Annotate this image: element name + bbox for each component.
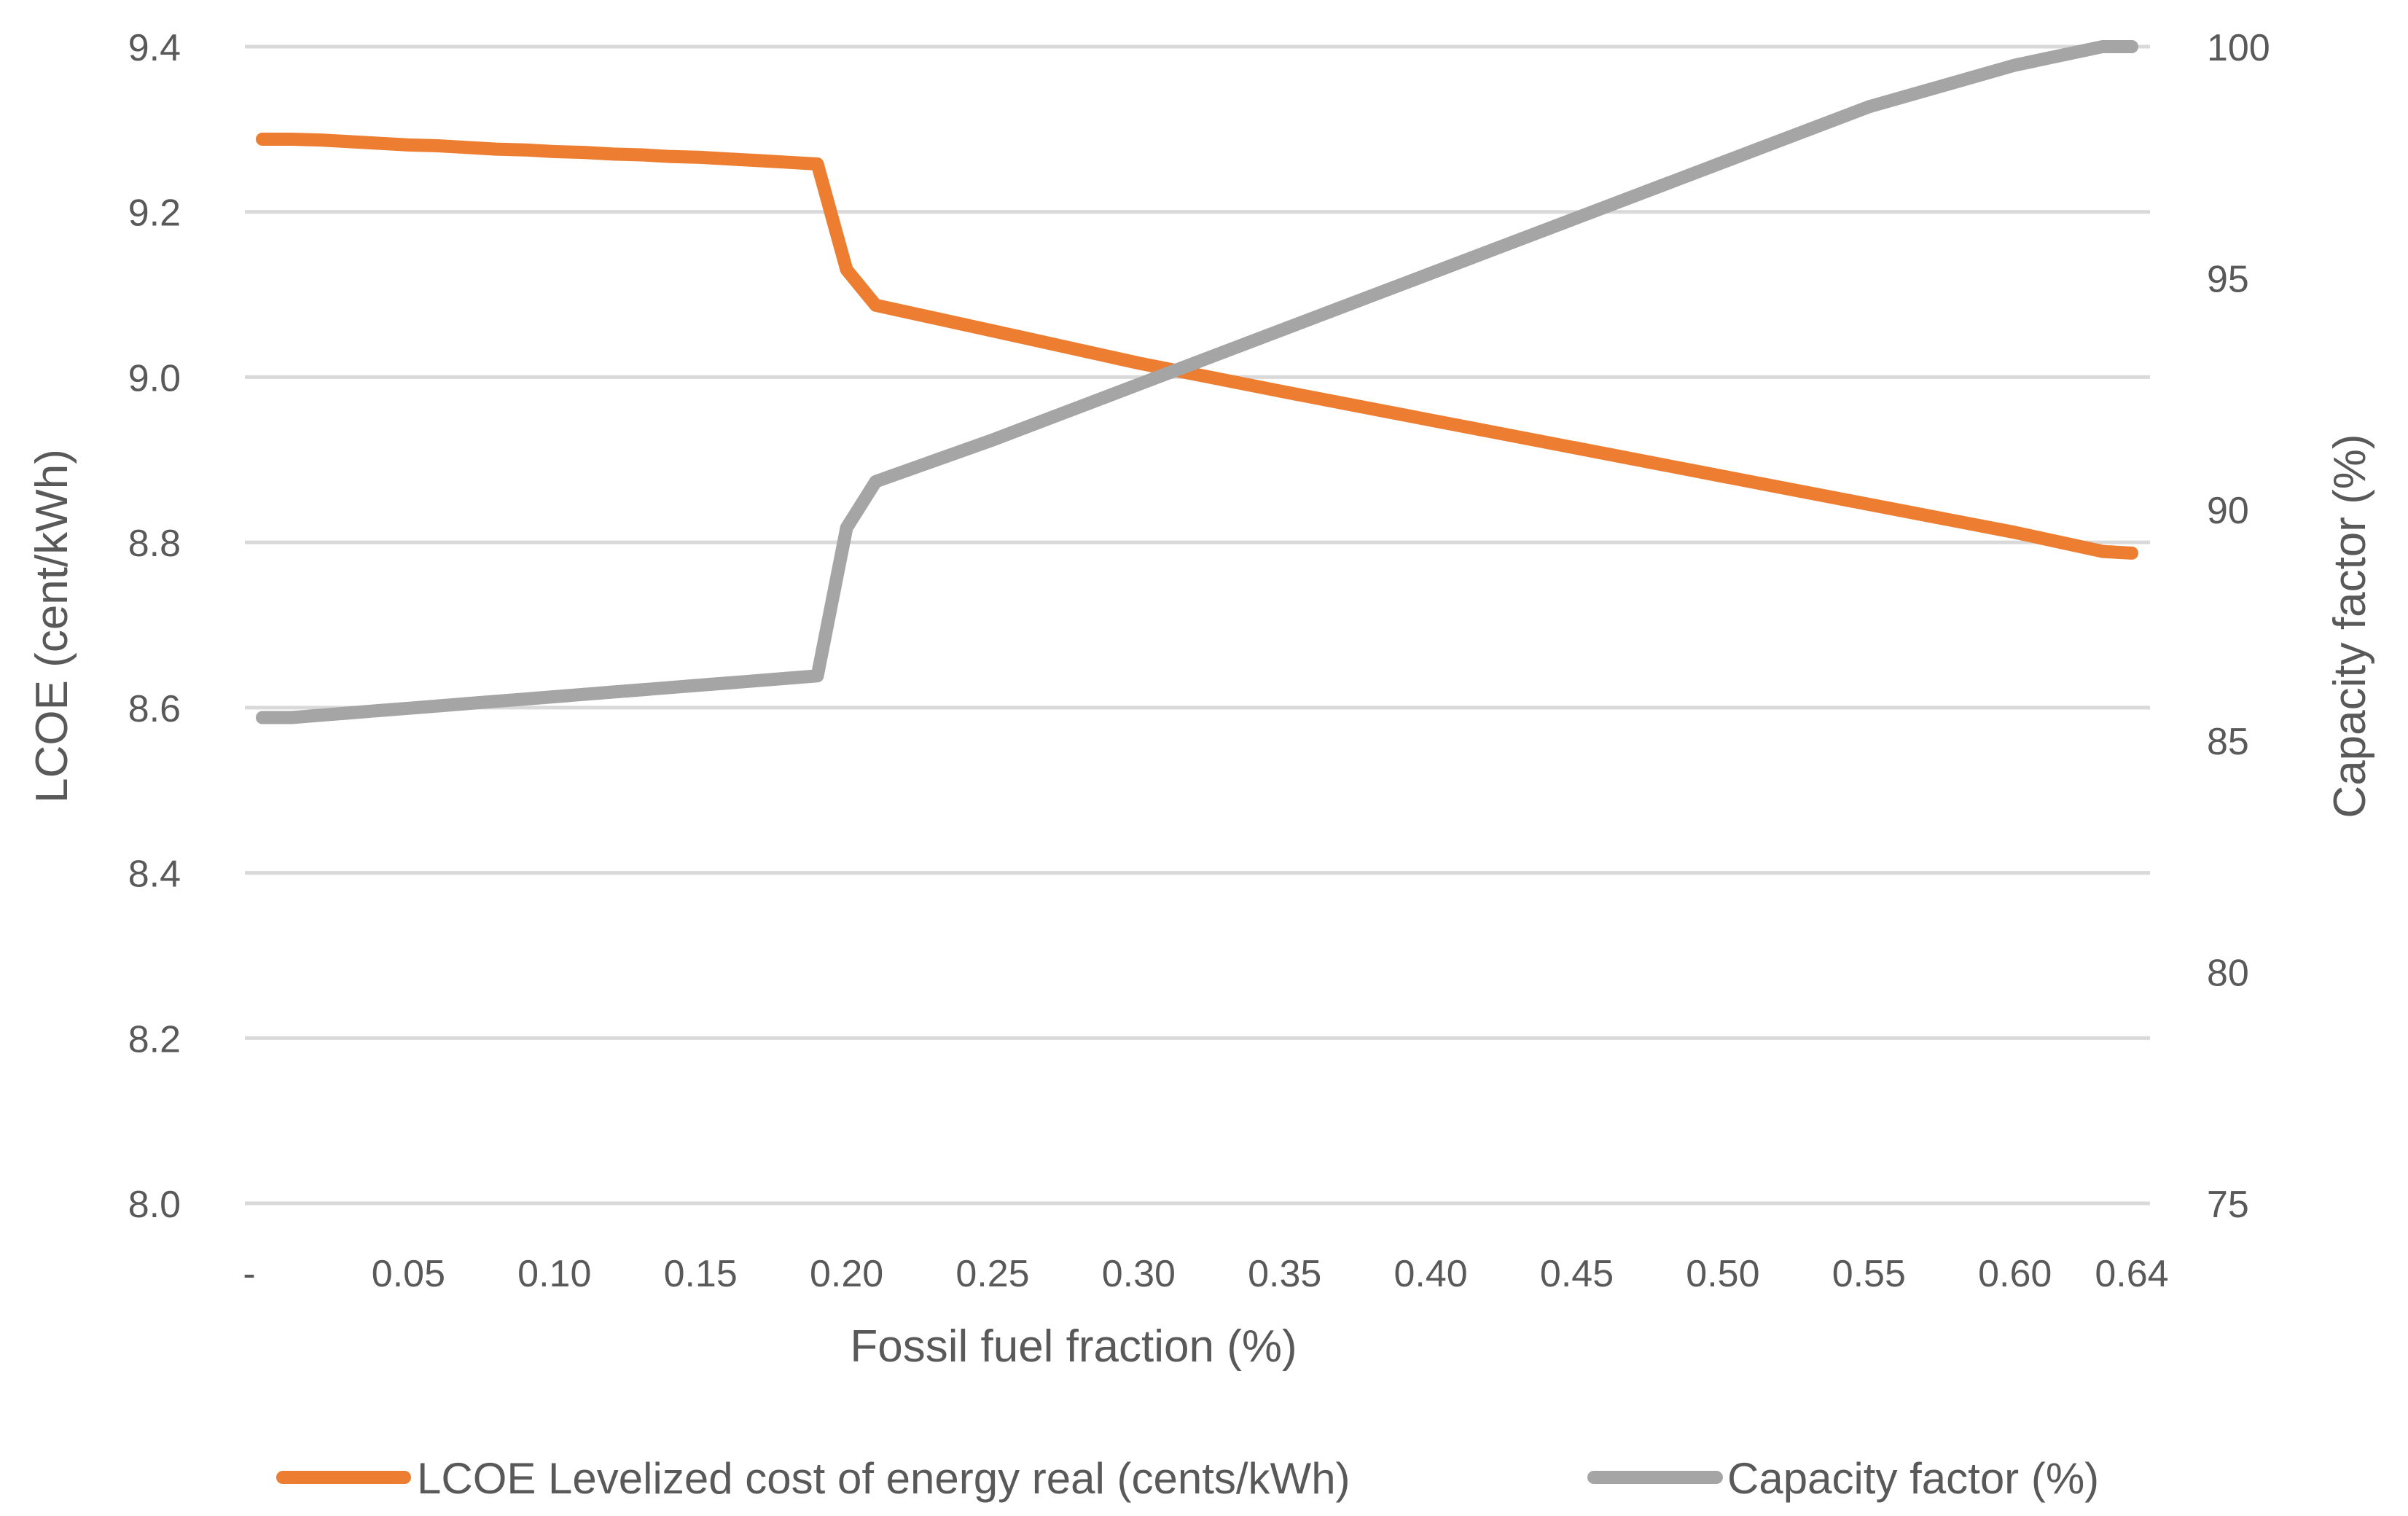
- x-tick-label: 0.45: [1540, 1253, 1614, 1295]
- legend-label-lcoe: LCOE Levelized cost of energy real (cent…: [417, 1454, 1350, 1503]
- y-tick-label: 8.8: [128, 523, 181, 565]
- x-tick-label: 0.25: [955, 1253, 1029, 1295]
- y2-tick-label: 85: [2207, 721, 2249, 763]
- y2-tick-label: 100: [2207, 27, 2270, 69]
- y-tick-label: 9.0: [128, 357, 181, 399]
- x-tick-label: 0.55: [1832, 1253, 1906, 1295]
- y2-tick-label: 75: [2207, 1184, 2249, 1226]
- y-tick-label: 8.4: [128, 853, 181, 896]
- x-tick-label: 0.10: [517, 1253, 591, 1295]
- x-tick-label: 0.50: [1686, 1253, 1759, 1295]
- series-line-capacity-factor: [256, 40, 2138, 724]
- y-axis-right-ticks: 75 80 85 90 95 100: [2207, 27, 2270, 1226]
- y-axis-right-title: Capacity factor (%): [2325, 434, 2375, 818]
- y-tick-label: 9.2: [128, 192, 181, 235]
- x-tick-label: 0.60: [1978, 1253, 2052, 1295]
- x-tick-label: 0.20: [810, 1253, 883, 1295]
- series-line-lcoe: [256, 133, 2138, 560]
- y-axis-left-title: LCOE (cent/kWh): [27, 449, 77, 803]
- legend: LCOE Levelized cost of energy real (cent…: [276, 1454, 2099, 1503]
- x-tick-label: 0.30: [1102, 1253, 1176, 1295]
- series-lines: [256, 40, 2138, 724]
- legend-label-capacity-factor: Capacity factor (%): [1727, 1454, 2099, 1503]
- y-axis-left-ticks: 8.0 8.2 8.4 8.6 8.8 9.0 9.2 9.4: [128, 27, 181, 1226]
- y2-tick-label: 80: [2207, 953, 2249, 995]
- y-tick-label: 8.0: [128, 1184, 181, 1226]
- x-tick-label: -: [243, 1253, 255, 1295]
- x-tick-label: 0.05: [372, 1253, 445, 1295]
- y2-tick-label: 95: [2207, 258, 2249, 300]
- x-tick-label: 0.64: [2095, 1253, 2168, 1295]
- y2-tick-label: 90: [2207, 490, 2249, 532]
- x-tick-label: 0.40: [1394, 1253, 1468, 1295]
- y-tick-label: 8.2: [128, 1018, 181, 1060]
- x-axis-title: Fossil fuel fraction (%): [850, 1321, 1297, 1372]
- y-tick-label: 9.4: [128, 27, 181, 69]
- y-tick-label: 8.6: [128, 688, 181, 730]
- x-tick-label: 0.15: [664, 1253, 738, 1295]
- x-axis-ticks: - 0.05 0.10 0.15 0.20 0.25 0.30 0.35 0.40 0.45 0.5…: [243, 1253, 2168, 1295]
- x-tick-label: 0.35: [1248, 1253, 1321, 1295]
- gridlines: [245, 44, 2150, 1206]
